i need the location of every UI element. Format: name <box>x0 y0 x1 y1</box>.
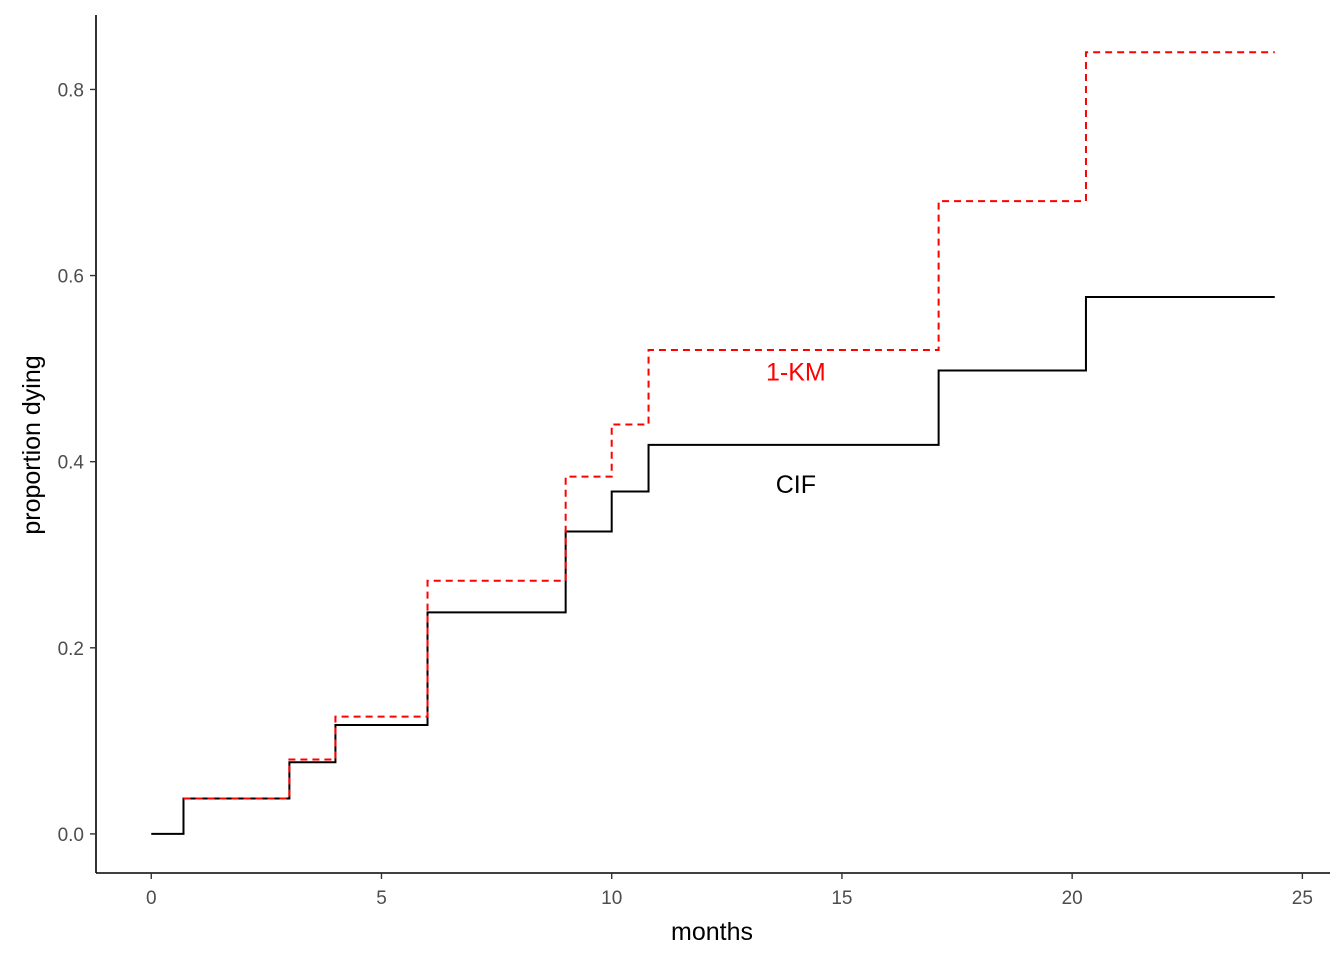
x-tick-label: 10 <box>601 888 622 909</box>
one-minus-km-step-line <box>183 51 1275 800</box>
annotation-label: CIF <box>776 471 816 499</box>
chart-annotations: 1-KM CIF <box>766 358 826 499</box>
x-tick-label: 25 <box>1292 888 1313 909</box>
y-tick-label: 0.0 <box>58 825 84 846</box>
x-tick-label: 15 <box>831 888 852 909</box>
annotation-label: 1-KM <box>766 358 826 386</box>
y-tick-label: 0.6 <box>58 267 84 288</box>
chart-series-layer <box>151 51 1275 835</box>
y-axis-ticks: 0.0 0.2 0.4 0.6 0.8 <box>58 80 96 846</box>
x-axis-ticks: 0 5 10 15 20 25 <box>146 873 1313 909</box>
x-tick-label: 20 <box>1062 888 1083 909</box>
x-axis-title: months <box>671 918 753 946</box>
y-tick-label: 0.4 <box>58 453 85 474</box>
y-tick-label: 0.8 <box>58 80 84 101</box>
y-axis-title: proportion dying <box>18 355 46 534</box>
y-tick-label: 0.2 <box>58 639 84 660</box>
x-tick-label: 5 <box>376 888 387 909</box>
x-tick-label: 0 <box>146 888 157 909</box>
cif-step-line <box>151 295 1275 835</box>
